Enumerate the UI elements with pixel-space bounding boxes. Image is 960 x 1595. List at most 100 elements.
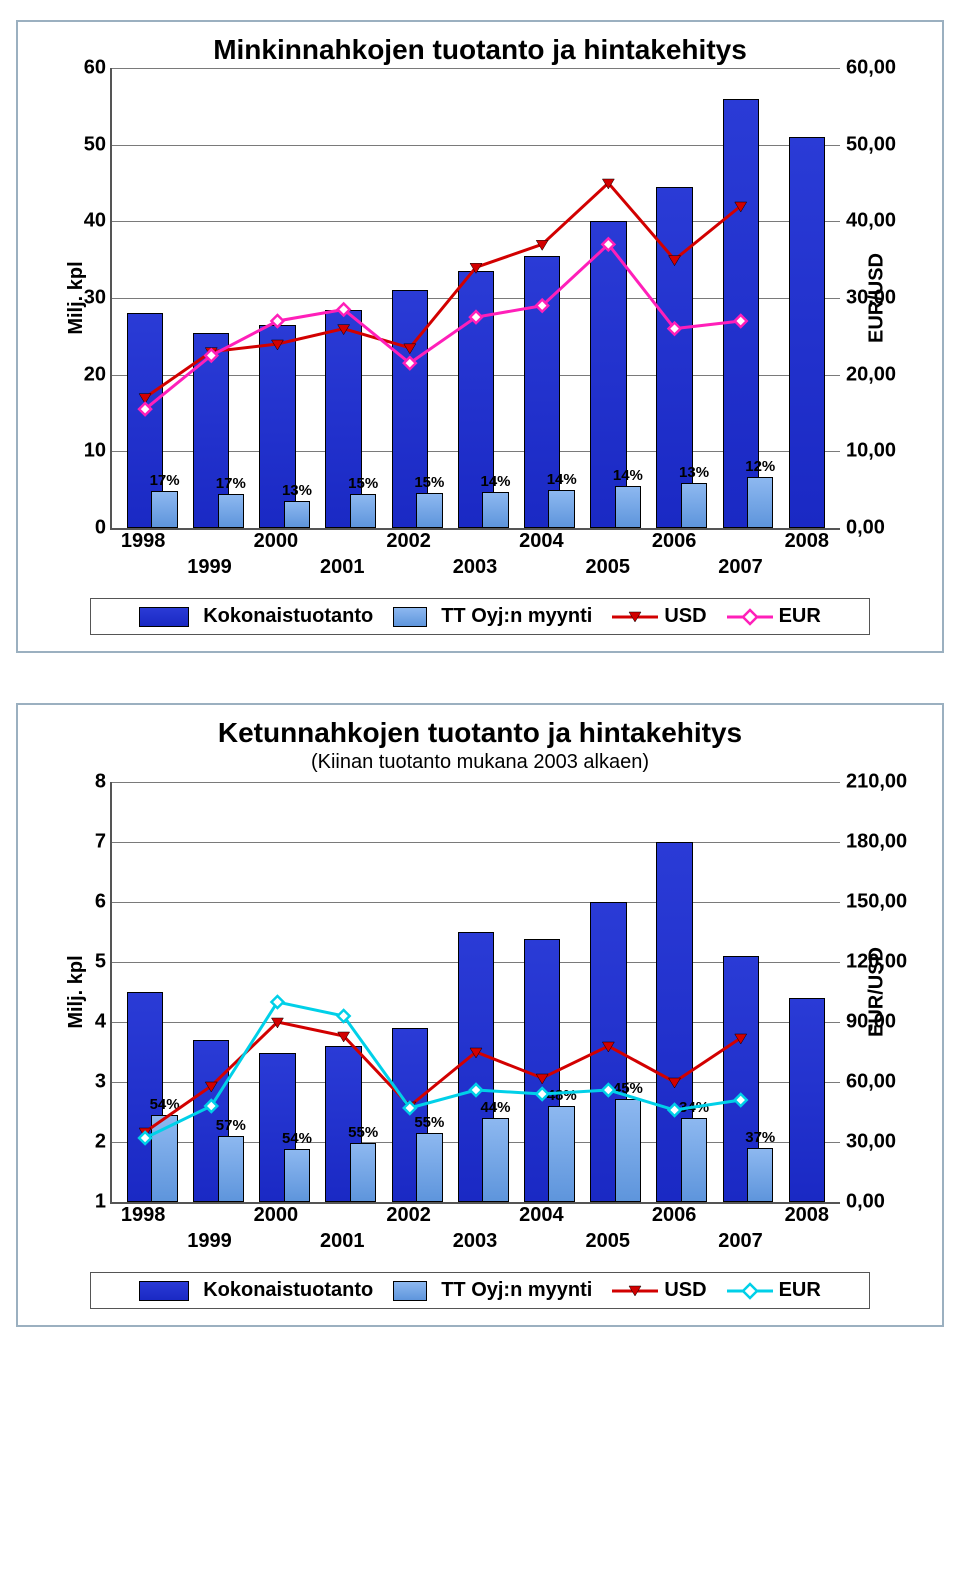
ytick-left: 5 (95, 951, 112, 974)
x-label: 1999 (187, 556, 232, 579)
bar-secondary (615, 1099, 641, 1202)
ytick-left: 2 (95, 1131, 112, 1154)
chart-mink: Minkinnahkojen tuotanto ja hintakehitys0… (16, 20, 944, 653)
x-label: 2006 (652, 1204, 697, 1227)
ytick-right: 60,00 (840, 1071, 896, 1094)
x-label: 2005 (585, 1230, 630, 1253)
bar-secondary (151, 491, 177, 528)
bar-secondary (284, 501, 310, 528)
legend-label: EUR (779, 1279, 821, 1302)
ytick-left: 3 (95, 1071, 112, 1094)
x-label: 2008 (785, 530, 830, 553)
pct-label: 55% (414, 1114, 444, 1131)
ytick-left: 4 (95, 1011, 112, 1034)
ytick-left: 50 (84, 133, 112, 156)
ytick-right: 60,00 (840, 57, 896, 80)
pct-label: 17% (216, 475, 246, 492)
bar-secondary (284, 1149, 310, 1202)
pct-label: 54% (282, 1130, 312, 1147)
bar-secondary (548, 1106, 574, 1202)
legend-label: Kokonaistuotanto (203, 1279, 373, 1302)
legend-item-secondary: TT Oyj:n myynti (393, 1279, 592, 1302)
ytick-right: 50,00 (840, 133, 896, 156)
pct-label: 37% (745, 1129, 775, 1146)
pct-label: 57% (216, 1117, 246, 1134)
ytick-right: 40,00 (840, 210, 896, 233)
chart-title: Ketunnahkojen tuotanto ja hintakehitys (30, 717, 930, 749)
legend-item-primary: Kokonaistuotanto (139, 1279, 373, 1302)
legend-label: EUR (779, 605, 821, 628)
bar-secondary (482, 1118, 508, 1202)
bar-secondary (482, 492, 508, 528)
x-label: 2008 (785, 1204, 830, 1227)
pct-label: 54% (150, 1096, 180, 1113)
pct-label: 13% (679, 464, 709, 481)
plot-area: 01020304050600,0010,0020,0030,0040,0050,… (110, 68, 840, 530)
x-label: 2004 (519, 530, 564, 553)
pct-label: 44% (481, 1099, 511, 1116)
x-label: 2002 (386, 530, 431, 553)
bar-secondary (151, 1115, 177, 1202)
x-label: 2007 (718, 556, 763, 579)
x-label: 2000 (254, 530, 299, 553)
x-label: 2006 (652, 530, 697, 553)
x-label: 1999 (187, 1230, 232, 1253)
pct-label: 55% (348, 1124, 378, 1141)
ytick-right: 10,00 (840, 440, 896, 463)
ytick-left: 7 (95, 831, 112, 854)
ytick-right: 20,00 (840, 363, 896, 386)
x-label: 2007 (718, 1230, 763, 1253)
legend-item-line: USD (612, 1279, 706, 1302)
pct-label: 14% (547, 471, 577, 488)
ytick-right: 150,00 (840, 891, 907, 914)
pct-label: 34% (679, 1099, 709, 1116)
ytick-right: 0,00 (840, 517, 885, 540)
ytick-right: 180,00 (840, 831, 907, 854)
bar-primary (789, 998, 825, 1202)
chart-fox: Ketunnahkojen tuotanto ja hintakehitys(K… (16, 703, 944, 1327)
bar-secondary (615, 486, 641, 528)
pct-label: 48% (547, 1087, 577, 1104)
legend-label: Kokonaistuotanto (203, 605, 373, 628)
pct-label: 14% (613, 467, 643, 484)
ytick-right: 0,00 (840, 1191, 885, 1214)
legend: Kokonaistuotanto TT Oyj:n myynti USD EUR (90, 1272, 870, 1309)
x-label: 2004 (519, 1204, 564, 1227)
bar-secondary (350, 1143, 376, 1202)
x-label: 2003 (453, 1230, 498, 1253)
yaxis-left-label: Milj. kpl (65, 955, 88, 1028)
yaxis-left-label: Milj. kpl (65, 261, 88, 334)
ytick-left: 8 (95, 771, 112, 794)
ytick-left: 10 (84, 440, 112, 463)
bar-secondary (218, 1136, 244, 1202)
x-label: 1998 (121, 1204, 166, 1227)
ytick-left: 20 (84, 363, 112, 386)
bar-secondary (416, 493, 442, 528)
yaxis-right-label: EUR/USD (865, 947, 888, 1037)
bar-secondary (218, 494, 244, 528)
pct-label: 14% (481, 473, 511, 490)
yaxis-right-label: EUR/USD (865, 253, 888, 343)
pct-label: 15% (414, 474, 444, 491)
bar-secondary (681, 483, 707, 528)
bar-secondary (548, 490, 574, 528)
legend-item-secondary: TT Oyj:n myynti (393, 605, 592, 628)
plot-area: 123456780,0030,0060,0090,00120,00150,001… (110, 782, 840, 1204)
ytick-left: 6 (95, 891, 112, 914)
x-label: 2005 (585, 556, 630, 579)
ytick-left: 60 (84, 57, 112, 80)
legend-item-line: EUR (727, 1279, 821, 1302)
x-label: 1998 (121, 530, 166, 553)
pct-label: 17% (150, 472, 180, 489)
pct-label: 15% (348, 475, 378, 492)
chart-title: Minkinnahkojen tuotanto ja hintakehitys (30, 34, 930, 66)
x-label: 2003 (453, 556, 498, 579)
legend-item-line: EUR (727, 605, 821, 628)
bar-secondary (747, 477, 773, 528)
legend-label: TT Oyj:n myynti (441, 1279, 592, 1302)
legend-item-primary: Kokonaistuotanto (139, 605, 373, 628)
legend-label: USD (664, 605, 706, 628)
ytick-left: 40 (84, 210, 112, 233)
legend-label: TT Oyj:n myynti (441, 605, 592, 628)
bar-secondary (747, 1148, 773, 1202)
